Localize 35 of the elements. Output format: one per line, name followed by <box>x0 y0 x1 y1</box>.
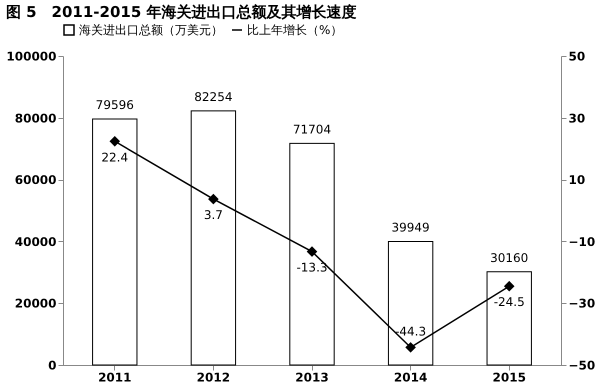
data-label: 3.7 <box>204 208 223 222</box>
point <box>208 194 218 204</box>
y2-tick-label: 10 <box>568 173 586 188</box>
y-tick-label: 0 <box>48 358 56 372</box>
data-label: 71704 <box>292 122 332 136</box>
chart-title: 图 5 2011-2015 年海关进出口总额及其增长速度 <box>6 3 357 21</box>
data-label: -44.3 <box>395 324 426 338</box>
data-label: 39949 <box>392 220 430 235</box>
x-tick-label: 2011 <box>98 370 132 384</box>
y-tick-label: 80000 <box>14 111 56 126</box>
legend-label: 比上年增长（%） <box>247 23 342 37</box>
y2-tick-label: −30 <box>568 296 596 311</box>
y2-tick-label: 30 <box>568 111 586 126</box>
data-label: -24.5 <box>494 295 525 310</box>
data-label: -13.3 <box>296 260 328 275</box>
x-tick-label: 2015 <box>492 370 526 384</box>
point <box>406 342 416 352</box>
y-tick-label: 40000 <box>14 234 56 249</box>
data-label: 22.4 <box>101 150 128 164</box>
y-tick-label: 60000 <box>14 173 56 188</box>
point <box>307 246 317 256</box>
y2-tick-label: −50 <box>568 358 596 372</box>
point <box>504 281 514 292</box>
x-tick-label: 2014 <box>394 370 428 384</box>
data-label: 79596 <box>96 98 134 112</box>
x-tick-label: 2013 <box>295 370 329 384</box>
data-label: 82254 <box>194 90 232 104</box>
y-tick-label: 20000 <box>14 296 56 311</box>
point <box>110 136 120 146</box>
y-tick-label: 100000 <box>6 50 56 64</box>
y2-tick-label: 50 <box>568 50 586 64</box>
x-tick-label: 2012 <box>196 370 230 384</box>
data-label: 30160 <box>490 250 528 265</box>
legend-label: 海关进出口总额（万美元） <box>79 23 223 37</box>
y2-tick-label: −10 <box>568 234 596 249</box>
